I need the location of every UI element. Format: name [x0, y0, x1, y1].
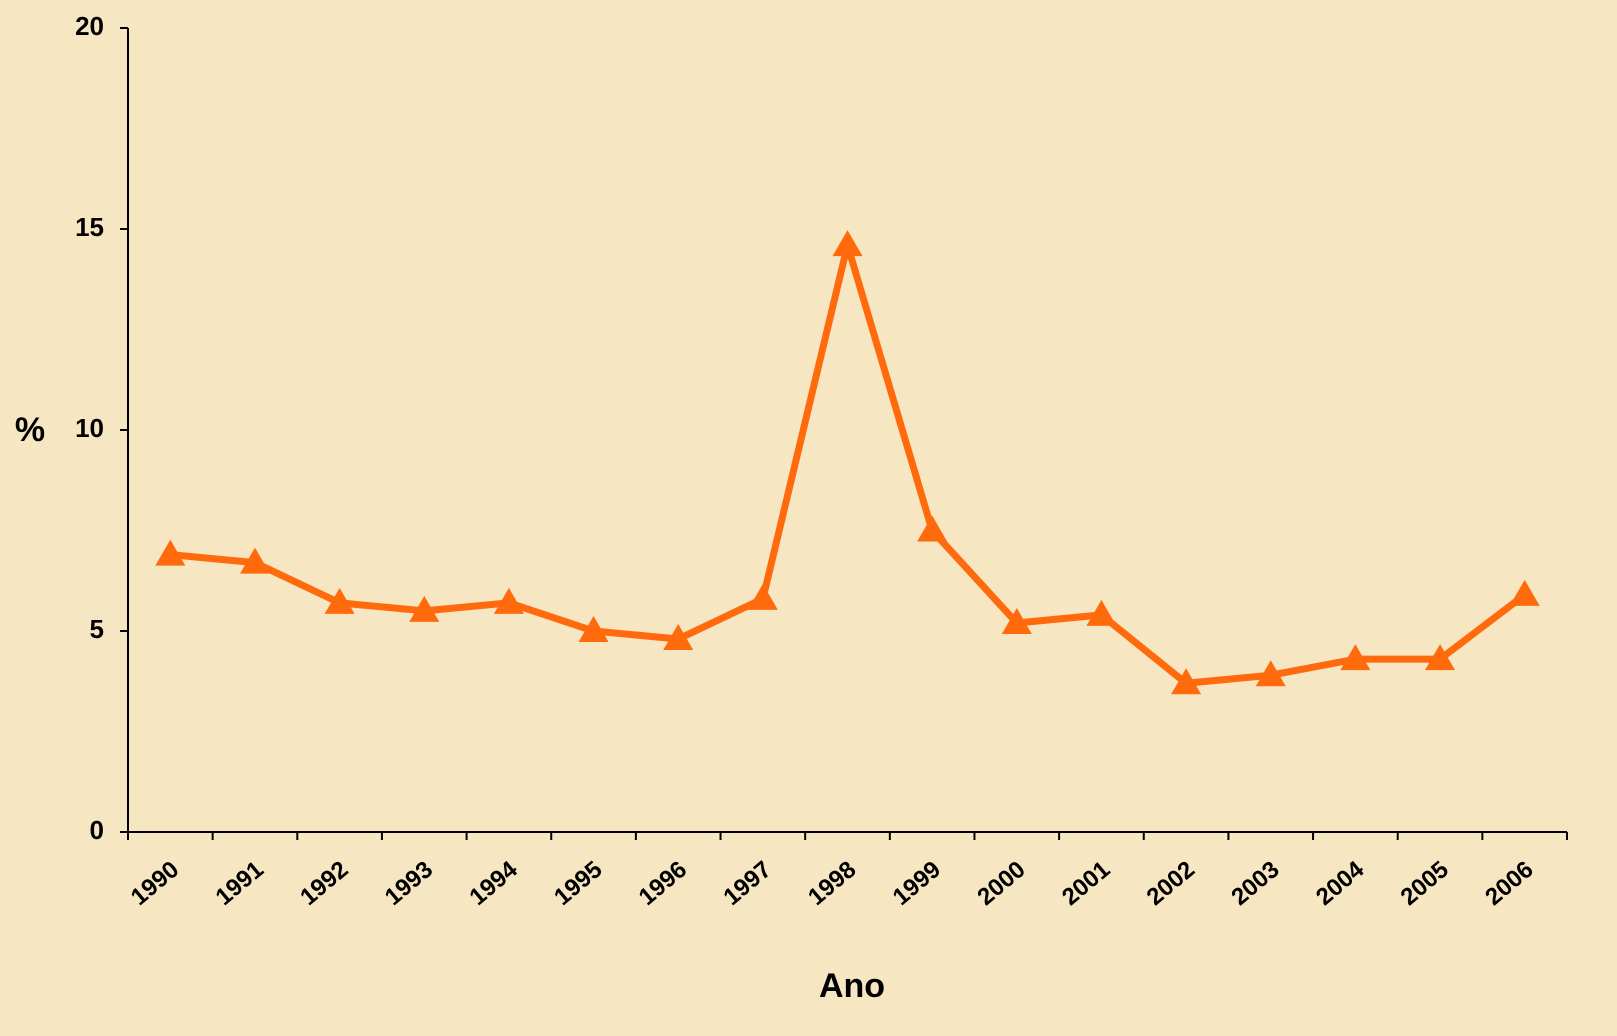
point-marker: [155, 539, 186, 566]
point-marker: [1171, 668, 1202, 695]
y-tick-label: 20: [75, 11, 104, 41]
x-axis-label: Ano: [819, 967, 885, 1005]
point-marker: [1001, 607, 1032, 634]
point-marker: [1340, 644, 1371, 671]
y-axis-label: %: [15, 411, 45, 449]
point-marker: [917, 515, 948, 542]
point-marker: [747, 583, 778, 610]
point-marker: [1509, 579, 1540, 606]
point-marker: [493, 587, 524, 614]
point-marker: [832, 230, 863, 257]
y-tick-label: 10: [75, 413, 104, 443]
point-marker: [1255, 660, 1286, 687]
y-tick-label: 5: [90, 614, 104, 644]
point-marker: [1086, 599, 1117, 626]
point-marker: [1425, 644, 1456, 671]
point-marker: [663, 624, 694, 651]
y-tick-label: 15: [75, 212, 104, 242]
point-marker: [239, 547, 270, 574]
y-tick-label: 0: [90, 815, 104, 845]
point-marker: [409, 595, 440, 622]
point-marker: [578, 616, 609, 642]
point-marker: [324, 587, 355, 614]
